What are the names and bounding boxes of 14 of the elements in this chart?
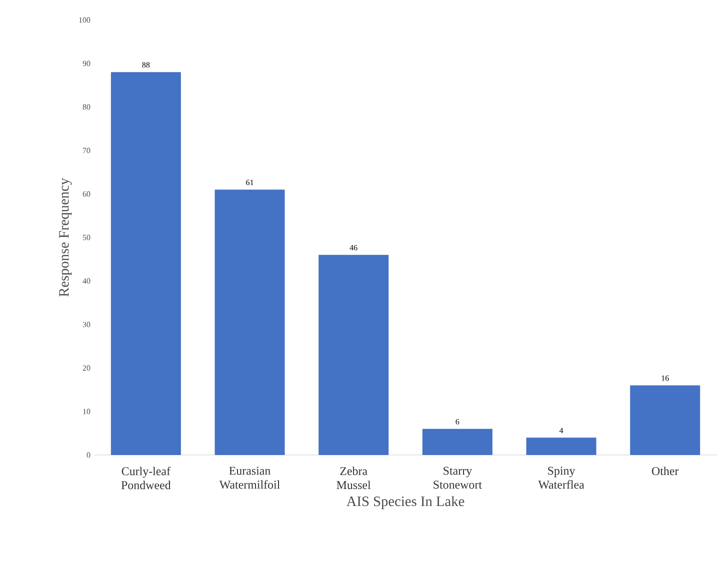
bar <box>110 72 181 455</box>
bar <box>526 438 596 455</box>
x-tick-label: Other <box>652 466 679 476</box>
bar <box>422 428 492 455</box>
x-tick-label: Spiny Waterflea <box>538 466 584 489</box>
bar <box>630 385 700 455</box>
x-tick-label: Curly-leaf Pondweed <box>121 466 171 490</box>
x-tick-label: Eurasian Watermilfoil <box>219 466 280 489</box>
x-tick-label: Zebra Mussel <box>336 466 371 490</box>
bar <box>214 190 285 455</box>
bar <box>318 254 389 455</box>
x-axis-title: AIS Species In Lake <box>346 496 464 510</box>
y-axis-title: Response Frequency <box>59 178 72 297</box>
x-tick-label: Starry Stonewort <box>434 466 482 489</box>
